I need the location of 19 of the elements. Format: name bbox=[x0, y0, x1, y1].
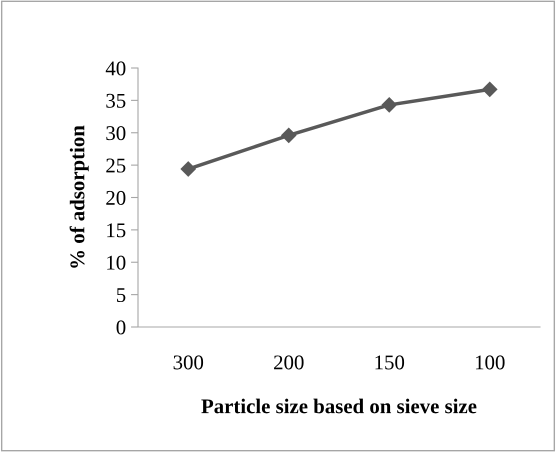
y-tick-label: 0 bbox=[116, 320, 126, 334]
x-tick-label: 300 bbox=[174, 355, 204, 370]
point bbox=[180, 161, 196, 177]
x-tick-label: 100 bbox=[476, 355, 505, 370]
y-tick-label: 5 bbox=[116, 288, 126, 302]
x-tick-label: 150 bbox=[375, 355, 404, 370]
y-tick-label: 25 bbox=[106, 158, 126, 173]
y-tick-label: 30 bbox=[106, 126, 126, 140]
point bbox=[382, 97, 397, 112]
point bbox=[482, 82, 498, 97]
y-tick-label: 15 bbox=[107, 223, 126, 238]
y-tick-label: 35 bbox=[106, 94, 126, 108]
point bbox=[281, 128, 296, 143]
x-axis-title: Particle size based on sieve size bbox=[201, 398, 476, 414]
y-tick-label: 40 bbox=[106, 61, 126, 76]
y-axis-title: % of adsorption bbox=[70, 125, 89, 268]
y-tick-label: 10 bbox=[107, 256, 126, 270]
y-tick-label: 20 bbox=[106, 190, 126, 205]
x-tick-label: 200 bbox=[274, 355, 304, 370]
